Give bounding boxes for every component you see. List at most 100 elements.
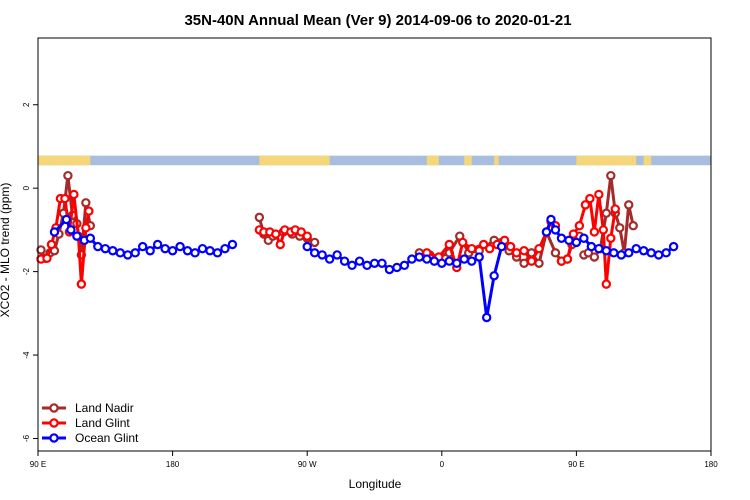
series-1-point-3-4 <box>580 200 591 210</box>
series-0-point-0-6 <box>63 170 73 181</box>
land-band-2 <box>426 155 439 166</box>
series-1-point-1-3 <box>271 229 281 239</box>
series-2-point-0-1 <box>61 214 72 225</box>
series-2-point-2-12 <box>624 248 634 258</box>
series-2-point-1-23 <box>474 252 484 262</box>
series-2-point-1-2 <box>317 250 327 260</box>
series-2-point-1-16 <box>422 254 432 264</box>
series-2-point-0-5 <box>85 233 96 243</box>
series-2-point-0-10 <box>123 250 133 260</box>
series-2-point-1-9 <box>369 258 380 268</box>
series-layer <box>36 170 679 323</box>
x-tick-label-0: 90 E <box>30 460 46 469</box>
series-2-point-0-2 <box>66 225 76 235</box>
series-2-point-0-3 <box>72 231 82 241</box>
series-2-point-0-0 <box>49 227 60 237</box>
series-2-point-2-18 <box>668 241 679 252</box>
series-1-point-3-3 <box>574 221 585 231</box>
series-1-point-2-2 <box>444 239 454 250</box>
series-0-point-3-10 <box>628 221 638 231</box>
series-1-point-3-6 <box>589 227 600 237</box>
series-1-point-0-10 <box>81 223 91 233</box>
y-tick-label-2: -2 <box>22 268 31 276</box>
series-2-point-1-5 <box>339 256 350 266</box>
series-2-point-2-17 <box>661 248 671 258</box>
series-0-point-3-7 <box>615 223 625 233</box>
series-2-point-1-21 <box>459 254 469 264</box>
series-1-point-1-9 <box>302 231 312 241</box>
series-0-point-2-15 <box>550 248 561 258</box>
series-2-point-1-0 <box>302 241 312 252</box>
series-2-point-0-20 <box>197 243 208 254</box>
y-tick-label-4: -6 <box>22 434 31 442</box>
series-1-point-0-1 <box>42 253 52 263</box>
series-0-point-1-0 <box>254 212 265 223</box>
x-tick-label-3: 0 <box>440 460 445 469</box>
series-2-point-2-16 <box>653 250 664 260</box>
series-1-point-3-2 <box>568 229 579 239</box>
series-1 <box>36 189 620 289</box>
series-2-point-1-14 <box>407 254 417 264</box>
x-tick-label-2: 90 W <box>298 460 317 469</box>
series-2-point-1-11 <box>384 264 395 275</box>
y-axis-label: XCO2 - MLO trend (ppm) <box>0 183 12 318</box>
series-2-point-1-24 <box>481 312 492 323</box>
x-tick-label-1: 180 <box>166 460 180 469</box>
y-axis: 2 0 -2 -4 -6 <box>22 102 38 442</box>
ocean-band <box>38 155 711 166</box>
series-2-point-1-25 <box>489 271 499 281</box>
series-1-point-0-2 <box>46 239 57 250</box>
series-2-point-1-20 <box>452 258 462 268</box>
series-1-point-0-7 <box>69 189 79 200</box>
series-2-point-2-1 <box>546 214 556 225</box>
series-1-point-3-10 <box>606 233 616 243</box>
series-2-point-0-16 <box>167 246 178 256</box>
series-2-point-0-17 <box>175 241 185 252</box>
series-0-point-2-13 <box>534 258 544 268</box>
legend-label-0: Land Nadir <box>75 401 134 415</box>
series-1-point-2-6 <box>478 239 489 250</box>
legend-label-1: Land Glint <box>75 416 130 430</box>
series-2-point-2-6 <box>579 233 589 243</box>
series-1-point-2-14 <box>534 243 544 254</box>
land-ocean-strip <box>38 155 711 166</box>
series-1-point-1-4 <box>275 239 285 250</box>
x-tick-label-4: 90 E <box>568 460 584 469</box>
series-2-point-0-24 <box>227 239 238 250</box>
series-0-point-3-9 <box>624 200 634 210</box>
series-0-point-0-0 <box>36 245 46 255</box>
series-1-point-2-13 <box>526 256 537 266</box>
series-0-point-1-8 <box>309 237 320 248</box>
series-2-point-1-12 <box>392 262 402 273</box>
series-1-point-2-10 <box>505 241 516 252</box>
land-band-4 <box>494 155 499 166</box>
series-2-point-1-19 <box>444 256 454 266</box>
series-2-point-2-0 <box>541 227 552 237</box>
series-2-point-0-21 <box>205 246 215 256</box>
series-2-point-0-11 <box>130 248 140 258</box>
series-2-point-0-22 <box>212 248 223 258</box>
series-2-point-2-10 <box>609 248 619 258</box>
series-2-point-2-14 <box>639 246 649 256</box>
series-0-point-0-10 <box>81 198 91 208</box>
series-2-point-2-9 <box>601 246 612 256</box>
series-2-point-2-7 <box>586 241 597 252</box>
series-0-point-2-11 <box>519 258 529 268</box>
series-2-point-2-8 <box>594 243 604 254</box>
series-2-point-0-18 <box>182 246 193 256</box>
series-2-point-0-6 <box>93 241 103 252</box>
series-1-point-3-8 <box>598 225 609 235</box>
land-band-3 <box>464 155 472 166</box>
series-0-point-3-2 <box>589 252 600 262</box>
series-1-point-2-7 <box>484 243 495 254</box>
series-2-point-0-19 <box>190 248 200 258</box>
land-band-6 <box>643 155 652 166</box>
series-2-point-0-9 <box>115 248 125 258</box>
series-1-point-1-8 <box>296 227 306 237</box>
series-2-point-0-13 <box>145 246 155 256</box>
series-2-point-2-5 <box>571 237 582 248</box>
series-2-point-0-23 <box>220 243 230 254</box>
plot-frame <box>37 37 712 452</box>
series-2-point-2-11 <box>616 250 626 260</box>
series-1-point-3-9 <box>601 279 612 289</box>
